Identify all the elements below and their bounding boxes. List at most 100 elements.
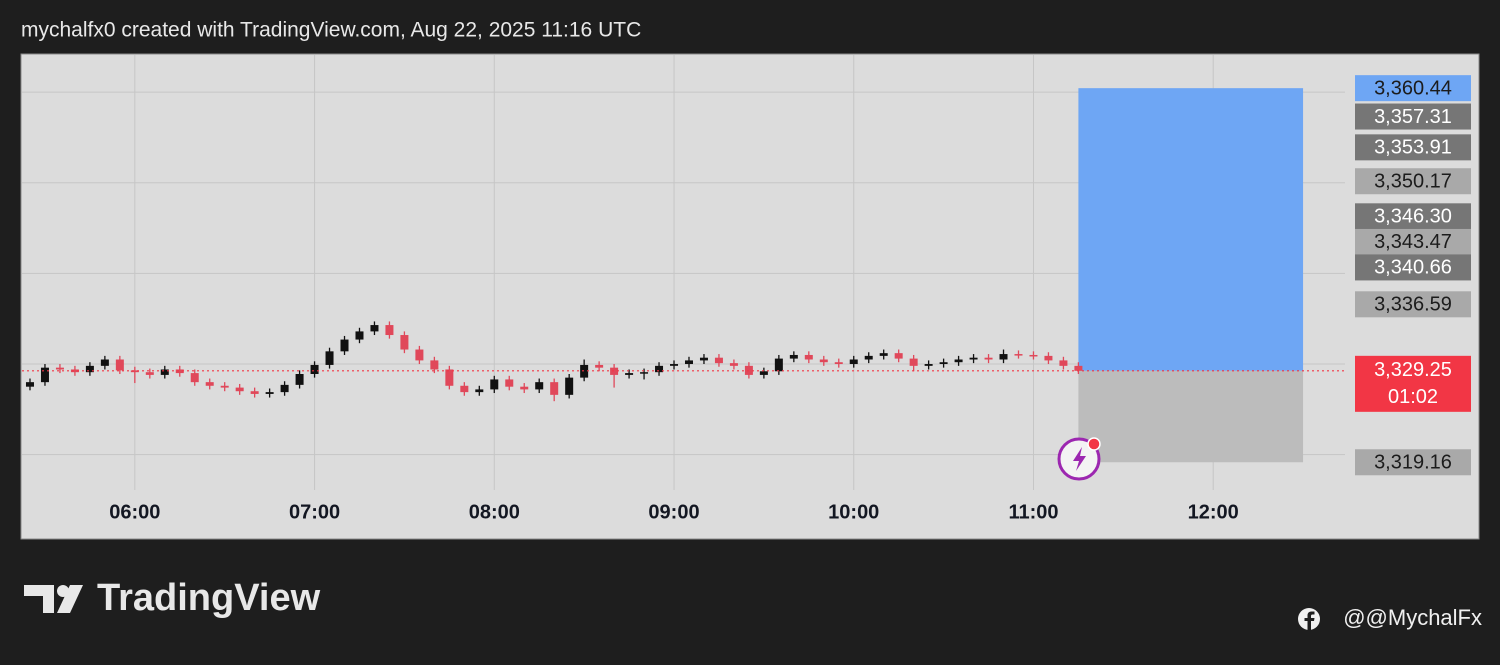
candle-body [759, 371, 768, 375]
candle-body [355, 331, 364, 340]
last-price-label-bg [1355, 355, 1471, 412]
last-price-label: 3,329.25 [1374, 359, 1452, 381]
candle-body [85, 365, 94, 373]
candle-body [804, 354, 813, 360]
position-target-zone [1078, 88, 1304, 371]
price-label-bg [1355, 168, 1471, 195]
candle-body [130, 370, 139, 373]
facebook-icon [1298, 608, 1320, 631]
candle-body [789, 354, 798, 359]
candle-body [610, 367, 619, 375]
price-label: 3,353.91 [1374, 137, 1452, 159]
price-label-bg [1355, 254, 1471, 281]
candle-body [475, 389, 484, 393]
candle-body [864, 355, 873, 360]
countdown-label: 01:02 [1388, 386, 1438, 408]
candle-body [849, 359, 858, 365]
credit-text: @@MychalFx [1343, 605, 1482, 630]
candle-body [490, 379, 499, 390]
candle-body [205, 382, 214, 386]
candle-body [430, 360, 439, 370]
candle-body [1074, 365, 1083, 371]
candle-body [1044, 355, 1053, 361]
candle-body [385, 325, 394, 336]
candle-body [25, 382, 34, 387]
candle-body [699, 357, 708, 361]
price-label: 3,340.66 [1374, 257, 1452, 279]
candle-body [565, 377, 574, 395]
price-label-bg [1355, 291, 1471, 318]
candle-body [729, 363, 738, 366]
header-text: mychalfx0 created with TradingView.com, … [21, 19, 641, 42]
price-label-bg [1355, 134, 1471, 161]
x-tick-label: 07:00 [289, 501, 340, 523]
price-label-bg [1355, 203, 1471, 230]
candle-body [550, 382, 559, 395]
candle-body [145, 372, 154, 375]
candle-body [160, 369, 169, 375]
x-tick-label: 12:00 [1188, 501, 1239, 523]
x-tick-label: 11:00 [1008, 501, 1058, 523]
price-label: 3,346.30 [1374, 206, 1452, 228]
candle-body [924, 364, 933, 366]
plot: 06:00 07:00 08:00 09:00 10:00 11:00 12:00 3,360… [22, 55, 1471, 523]
candle-body [280, 384, 289, 393]
candle-body [595, 364, 604, 368]
position-stop-zone [1078, 370, 1304, 463]
footer-logo [24, 585, 83, 613]
brand-name: TradingView [97, 577, 321, 619]
candle-body [325, 351, 334, 365]
candle-body [894, 353, 903, 359]
candle-body [370, 325, 379, 332]
candle-body [505, 379, 514, 387]
candle-body [400, 335, 409, 350]
candle-body [235, 387, 244, 392]
candle-body [295, 374, 304, 385]
x-tick-label: 08:00 [469, 501, 520, 523]
candle-body [115, 359, 124, 371]
candle-body [580, 364, 589, 378]
price-label-bg [1355, 449, 1471, 476]
alert-icon[interactable] [1057, 437, 1101, 481]
candle-body [220, 385, 229, 388]
candle-body [999, 354, 1008, 360]
candle-body [1014, 354, 1023, 356]
price-label-bg [1355, 103, 1471, 130]
candle-body [714, 357, 723, 364]
candle-body [655, 365, 664, 373]
candle-body [969, 357, 978, 360]
candle-body [40, 367, 49, 383]
candle-body [460, 385, 469, 393]
candle-body [100, 359, 109, 366]
candle-body [834, 362, 843, 365]
x-tick-label: 10:00 [828, 501, 879, 523]
candle-body [909, 358, 918, 366]
price-label: 3,319.16 [1374, 452, 1452, 474]
candle-body [310, 364, 319, 374]
price-label: 3,350.17 [1374, 171, 1452, 193]
candle-body [954, 359, 963, 363]
candle-body [774, 358, 783, 372]
candle-body [625, 373, 634, 375]
candle-body [265, 392, 274, 394]
candle-body [520, 386, 529, 390]
candle-body [684, 360, 693, 365]
candle-body [819, 359, 828, 363]
candle-body [1029, 354, 1038, 357]
candle-body [984, 357, 993, 360]
candle-body [640, 372, 649, 374]
candle-body [70, 369, 79, 373]
candle-body [415, 349, 424, 361]
price-label: 3,336.59 [1374, 294, 1452, 316]
candle-body [535, 382, 544, 390]
candle-body [250, 391, 259, 394]
price-label-bg [1355, 228, 1471, 255]
price-label-bg [1355, 75, 1471, 102]
candle-body [190, 373, 199, 383]
candle-body [670, 364, 679, 366]
x-tick-label: 09:00 [648, 501, 699, 523]
candle-body [445, 369, 454, 386]
candle-body [175, 369, 184, 374]
candle-body [340, 339, 349, 352]
